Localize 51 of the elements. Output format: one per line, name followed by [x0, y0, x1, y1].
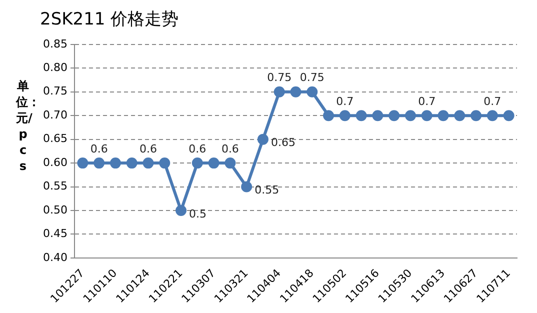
point	[257, 134, 268, 145]
data-label: 0.6	[90, 142, 108, 156]
y-tick-label: 0.45	[42, 227, 68, 240]
data-label: 0.65	[270, 136, 296, 150]
point	[77, 158, 88, 169]
point	[126, 158, 138, 169]
point	[192, 158, 203, 169]
data-label: 0.7	[484, 94, 502, 108]
point	[339, 110, 350, 122]
chart-title: 2SK211 价格走势	[40, 10, 179, 30]
data-label: 0.6	[188, 142, 206, 156]
data-label: 0.5	[189, 207, 207, 220]
point	[404, 110, 416, 122]
point	[224, 158, 236, 169]
y-tick-label: 0.55	[42, 180, 68, 193]
point	[290, 86, 302, 98]
point	[372, 110, 384, 122]
point	[454, 110, 466, 122]
data-label: 0.55	[254, 184, 280, 197]
y-tick-label: 0.70	[42, 108, 68, 122]
data-label: 0.6	[139, 142, 157, 156]
y-tick-label: 0.40	[42, 250, 68, 264]
y-tick-label: 0.60	[42, 156, 68, 169]
point	[356, 110, 367, 122]
y-tick-label: 0.75	[42, 84, 68, 98]
point	[470, 110, 482, 122]
point	[274, 86, 285, 98]
point	[176, 205, 187, 216]
point	[438, 110, 449, 122]
point	[142, 158, 154, 169]
point	[110, 158, 121, 169]
point	[94, 158, 105, 169]
point	[208, 158, 220, 169]
data-label: 0.7	[336, 94, 354, 108]
data-label: 0.6	[221, 142, 239, 156]
point	[503, 110, 514, 122]
y-tick-label: 0.85	[42, 37, 68, 50]
point	[241, 181, 252, 192]
point	[388, 110, 400, 122]
point	[323, 110, 334, 122]
y-tick-label: 0.50	[42, 203, 68, 216]
data-label: 0.75	[267, 71, 292, 84]
point	[421, 110, 432, 122]
data-label: 0.7	[418, 94, 436, 108]
y-tick-label: 0.80	[42, 60, 68, 74]
point	[306, 86, 318, 98]
y-axis-title: 单位：元/pcs	[16, 78, 40, 174]
point	[159, 158, 170, 169]
point	[486, 110, 498, 122]
data-label: 0.75	[300, 71, 324, 84]
y-tick-label: 0.65	[42, 132, 68, 146]
